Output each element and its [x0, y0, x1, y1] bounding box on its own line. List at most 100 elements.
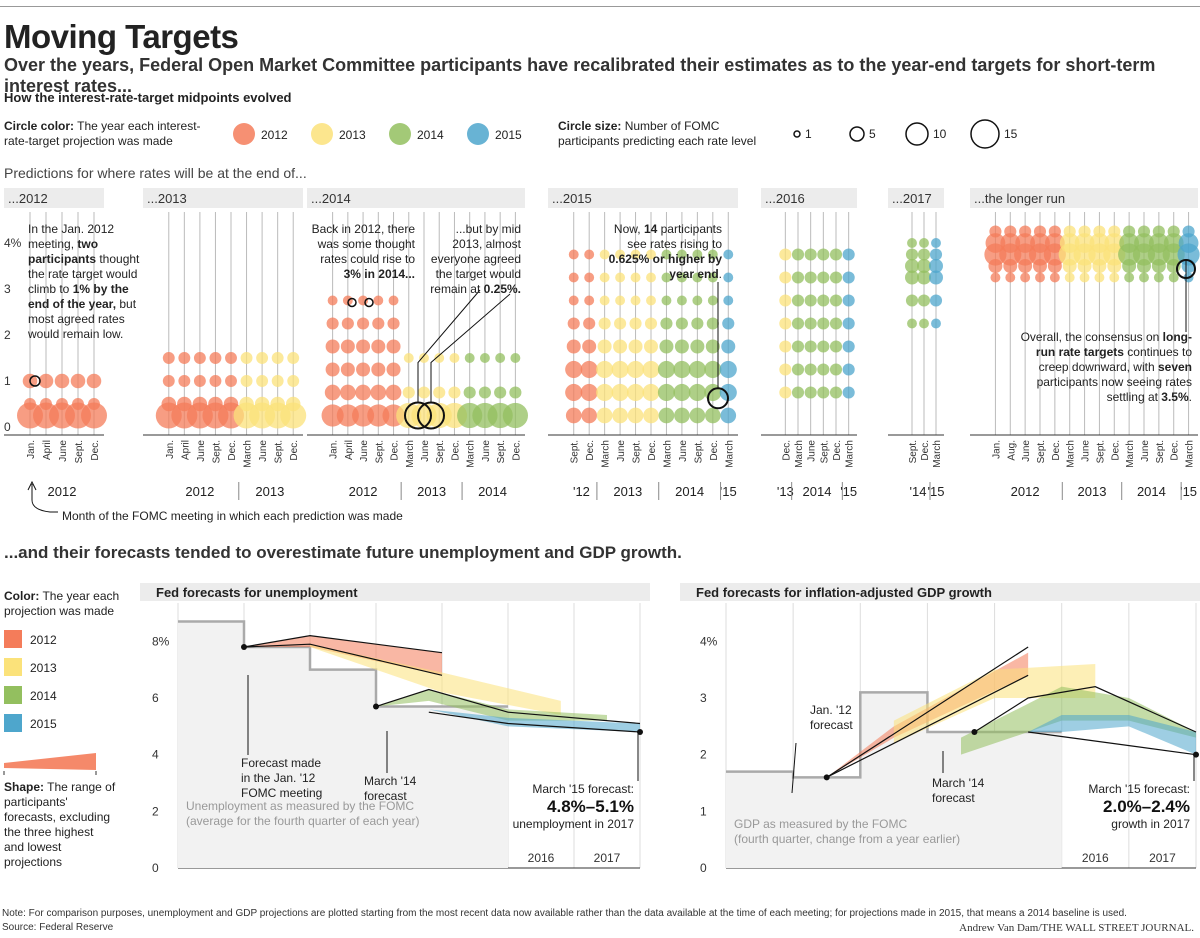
month-tick-label: Jan.: [26, 440, 37, 459]
panel-title: ...2015: [552, 191, 592, 206]
month-tick-label: Dec.: [781, 440, 792, 461]
month-note: Month of the FOMC meeting in which each …: [62, 509, 403, 523]
final-forecast-label: unemployment in 2017: [513, 817, 635, 831]
rate-dot: [340, 384, 356, 401]
rate-dot: [324, 384, 341, 401]
year-axis-label: '14: [910, 484, 927, 499]
forecast-annotation-line: forecast: [932, 791, 975, 805]
rate-dot: [692, 295, 703, 306]
rate-dot: [494, 386, 507, 399]
rate-axis-label: 4%: [4, 236, 22, 250]
forecast-annotation-line: March '14: [932, 776, 985, 790]
rate-dot: [434, 353, 445, 363]
rate-dot: [905, 270, 919, 285]
rate-dot: [723, 272, 734, 283]
chart-x-tick: 2017: [1149, 851, 1176, 865]
rate-dot: [642, 383, 660, 402]
rate-dot: [1064, 272, 1075, 283]
rate-dot: [598, 317, 611, 330]
year-axis-label: 2012: [185, 484, 214, 499]
rate-dot: [842, 248, 855, 261]
highlight-ring: [29, 375, 41, 387]
month-tick-label: Sept.: [435, 440, 446, 463]
month-tick-label: June: [678, 440, 689, 462]
size-legend-circle: [905, 122, 929, 146]
rate-dot: [804, 248, 817, 261]
rate-dot: [177, 396, 192, 412]
rate-dot: [688, 360, 706, 379]
forecast-outline: [375, 688, 641, 725]
rate-dot: [661, 272, 672, 283]
rate-dot: [692, 249, 703, 260]
rate-dot: [287, 375, 300, 387]
rate-dot: [842, 340, 855, 353]
rate-dot: [829, 271, 843, 284]
chart-y-tick: 4%: [700, 634, 718, 648]
rate-axis-label: 1: [4, 374, 11, 388]
rate-dot: [907, 318, 917, 329]
panel-title-bg: [4, 188, 104, 208]
year-axis-label: '13: [777, 484, 794, 499]
rate-dot: [842, 386, 855, 399]
rate-dot: [985, 233, 1006, 253]
section-heading-rates: How the interest-rate-target midpoints e…: [4, 90, 292, 105]
month-tick-label: March: [794, 440, 805, 468]
month-tick-label: Jan.: [991, 440, 1002, 459]
forecast-start-dot: [971, 729, 978, 735]
chart-x-tick: 2017: [594, 851, 621, 865]
rate-dot: [582, 339, 597, 354]
month-tick-label: March: [724, 440, 735, 468]
rate-dot: [1035, 272, 1045, 283]
year-legend-circle: [467, 123, 489, 145]
rate-dot: [479, 353, 490, 363]
circle-size-legend: Circle size: Number of FOMC participants…: [558, 119, 757, 148]
month-tick-label: Dec.: [511, 440, 522, 461]
month-tick-label: June: [1140, 440, 1151, 462]
month-tick-label: June: [196, 440, 207, 462]
rate-dot: [510, 353, 521, 363]
rate-dot: [1049, 272, 1060, 283]
annotation-leader: [791, 742, 797, 794]
band-color-legend: 2012 2013 2014 2015: [3, 630, 97, 775]
highlight-ring: [347, 297, 357, 308]
rate-dot: [240, 352, 253, 364]
chart-y-tick: 4: [152, 748, 159, 762]
rate-dot: [1015, 233, 1036, 253]
month-tick-label: Dec.: [1170, 440, 1181, 461]
rate-dot: [209, 352, 222, 364]
rate-dot: [626, 360, 645, 379]
forecast-start-dot: [373, 703, 379, 710]
rate-dot: [779, 271, 792, 284]
leader-line: [417, 289, 481, 403]
month-tick-label: June: [359, 440, 370, 462]
month-tick-label: Dec.: [1051, 440, 1062, 461]
month-tick-label: Sept.: [211, 440, 222, 463]
rate-dot: [829, 317, 843, 330]
rate-dot: [659, 339, 674, 354]
rate-dot: [611, 360, 629, 379]
rate-dot: [72, 398, 84, 410]
panel-title-bg: [970, 188, 1198, 208]
rate-dot: [905, 259, 919, 273]
year-axis-label: 2012: [48, 484, 77, 499]
rate-dot: [676, 249, 687, 260]
year-legend-label: 2013: [339, 128, 366, 142]
rate-dot: [256, 352, 269, 364]
rate-dot: [464, 353, 475, 363]
rate-dot: [386, 362, 401, 377]
rate-dot: [919, 318, 929, 329]
rate-dot: [1148, 233, 1169, 253]
forecast-band: [1028, 715, 1196, 755]
size-legend-circle: [849, 126, 865, 142]
rate-dot: [239, 396, 254, 412]
rate-dot: [931, 318, 941, 329]
rate-dot: [271, 375, 284, 387]
rate-dot: [1139, 272, 1149, 283]
month-tick-label: March: [662, 440, 673, 468]
rate-dot: [193, 375, 206, 387]
rate-dot: [357, 317, 370, 330]
month-tick-label: March: [1185, 440, 1196, 468]
rate-dot: [254, 396, 270, 412]
rate-dot: [628, 339, 643, 354]
